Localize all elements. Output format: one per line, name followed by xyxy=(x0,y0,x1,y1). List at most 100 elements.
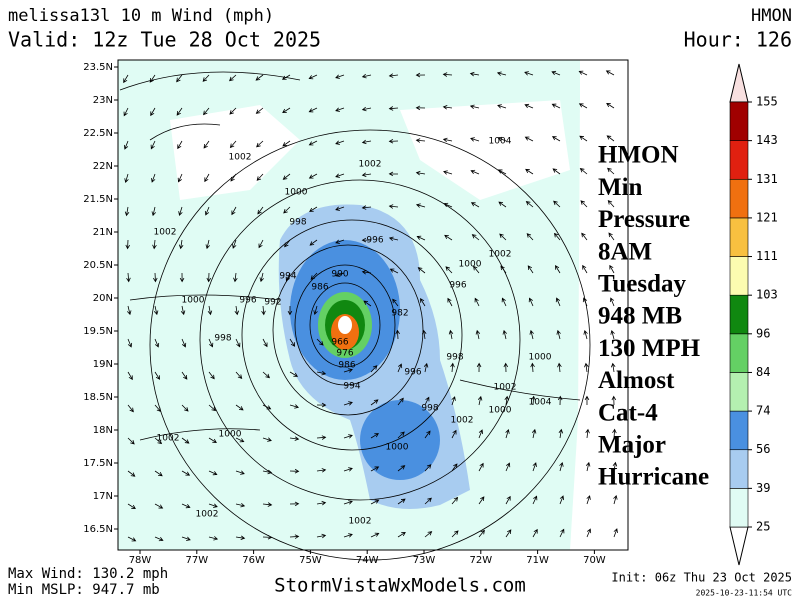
wind-arrow xyxy=(262,338,268,348)
isobar-label: 986 xyxy=(311,283,328,293)
wind-arrow xyxy=(503,362,509,373)
wind-arrow xyxy=(442,137,453,143)
wind-arrow xyxy=(532,528,538,538)
isobar-label: 1002 xyxy=(451,416,474,426)
colorbar-segment xyxy=(729,333,749,373)
wind-arrow xyxy=(308,74,318,80)
wind-arrow xyxy=(127,338,133,348)
wind-arrow xyxy=(388,204,399,209)
wind-arrow xyxy=(473,265,480,274)
wind-arrow xyxy=(181,338,187,348)
wind-arrow xyxy=(125,239,130,250)
plot-area: 1002 1002 1004 1000 1002 998 996 1002 994 990 1000… xyxy=(117,59,629,561)
wind-arrow xyxy=(181,470,191,476)
colorbar-label: 84 xyxy=(756,365,770,379)
wind-arrow xyxy=(284,239,291,248)
wind-arrow xyxy=(525,201,534,208)
isobar-label: 996 xyxy=(404,368,421,378)
wind-arrow xyxy=(208,470,218,476)
axes: 23.5N 23N 22.5N 22N 21.5N 21N 20.5N 20N 19.5N 19N… xyxy=(83,62,606,566)
isobar-label: 1002 xyxy=(196,510,219,520)
wind-arrow xyxy=(524,103,534,109)
wind-arrow xyxy=(585,428,590,439)
colorbar-label: 74 xyxy=(756,404,770,418)
wind-arrow xyxy=(499,233,507,241)
wind-arrow xyxy=(343,500,353,505)
wind-arrow xyxy=(203,107,210,116)
plot-frame xyxy=(117,59,629,551)
wind-arrow xyxy=(149,74,156,83)
wind-arrow xyxy=(500,265,507,274)
isobar-label: 1000 xyxy=(182,296,205,306)
wind-arrow xyxy=(289,534,300,539)
annotation-line: 948 MB xyxy=(598,303,682,330)
wind-arrow xyxy=(153,305,159,316)
wind-arrow xyxy=(498,201,507,208)
wind-arrow xyxy=(370,433,380,439)
lat-label: 17.5N xyxy=(83,458,113,469)
isobar-label: 1002 xyxy=(489,250,512,260)
wind-arrow xyxy=(442,72,453,77)
wind-arrow xyxy=(178,239,184,250)
lon-label: 74W xyxy=(356,555,379,566)
colorbar-label: 143 xyxy=(756,133,778,147)
annotation-line: Pressure xyxy=(598,206,690,233)
wind-arrow xyxy=(313,305,318,316)
wind-arrow xyxy=(605,70,615,76)
wind-arrow xyxy=(388,236,399,241)
wind-arrow xyxy=(181,503,191,509)
isobar-label: 1000 xyxy=(489,406,512,416)
lon-label: 71W xyxy=(526,555,549,566)
lat-label: 19N xyxy=(93,359,113,370)
valid-time: Valid: 12z Tue 28 Oct 2025 xyxy=(8,28,321,52)
colorbar: 25 39 56 74 84 96 103 111 121 131 143 155 xyxy=(729,63,778,566)
wind-arrow xyxy=(442,105,453,110)
wind-arrow xyxy=(558,428,564,439)
wind-arrow xyxy=(505,529,512,538)
wind-arrow xyxy=(582,297,588,307)
wind-arrow xyxy=(281,74,291,80)
wind-arrow xyxy=(496,71,507,76)
colorbar-label: 39 xyxy=(756,481,770,495)
wind-arrow xyxy=(335,272,345,277)
wind-arrow xyxy=(370,365,378,373)
isobar-label: 966 xyxy=(331,338,348,348)
wind-arrow xyxy=(154,470,163,477)
lat-label: 17N xyxy=(93,491,113,502)
wind-arrow xyxy=(415,170,426,176)
wind-arrow xyxy=(335,239,345,244)
wind-arrow xyxy=(451,429,457,439)
wind-arrow xyxy=(289,436,300,441)
colorbar-segment xyxy=(729,256,749,296)
wind-arrow xyxy=(559,495,565,505)
wind-arrow xyxy=(262,502,273,507)
wind-arrow xyxy=(450,362,455,373)
wind-arrow xyxy=(525,168,534,175)
wind-arrow xyxy=(289,338,296,347)
lat-label: 23N xyxy=(93,95,113,106)
wind-arrow xyxy=(231,206,237,216)
wind-arrow xyxy=(551,70,561,76)
max-wind: Max Wind: 130.2 mph xyxy=(8,566,168,582)
isobar-label: 998 xyxy=(289,218,306,228)
wind-arrow xyxy=(526,233,534,241)
annotation-line: 8AM xyxy=(598,238,652,265)
isobar-label: 998 xyxy=(421,404,438,414)
wind-arrow xyxy=(153,272,158,283)
wind-arrow xyxy=(478,496,485,505)
wind-arrow xyxy=(262,404,272,410)
wind-arrow xyxy=(469,104,480,110)
eye xyxy=(338,316,352,334)
wind-arrow xyxy=(235,404,244,411)
wind-arrow xyxy=(262,371,270,379)
wind-arrow xyxy=(551,103,561,109)
wind-arrow xyxy=(150,140,156,150)
lat-label: 20N xyxy=(93,293,113,304)
wind-arrow xyxy=(477,395,483,406)
wind-arrow xyxy=(370,399,379,406)
wind-arrow xyxy=(262,469,273,475)
wind-arrow xyxy=(255,107,264,114)
wind-arrow xyxy=(388,106,399,111)
isobar-label: 996 xyxy=(239,296,256,306)
min-mslp: Min MSLP: 947.7 mb xyxy=(8,582,160,598)
